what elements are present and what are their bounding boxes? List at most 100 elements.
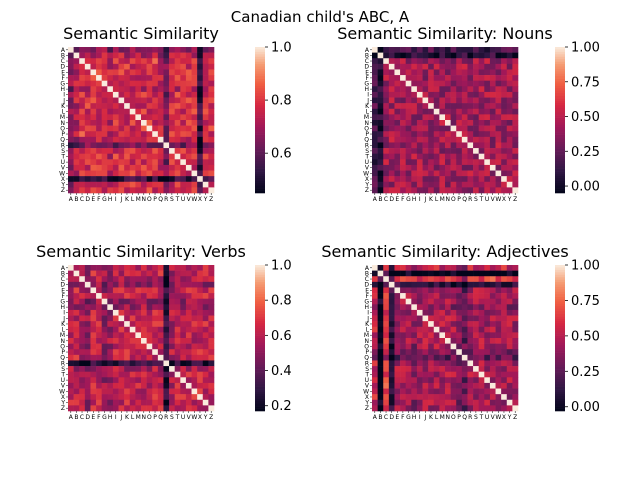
heatmap-cell <box>107 125 114 132</box>
heatmap-cell <box>383 170 390 177</box>
colorbar-segment <box>255 401 265 404</box>
heatmap-cell <box>422 343 429 350</box>
colorbar-segment <box>255 76 265 79</box>
heatmap-cell <box>445 47 451 53</box>
heatmap-cell <box>152 371 159 378</box>
x-tick-label: P <box>457 196 461 203</box>
colorbar-segment <box>555 345 565 349</box>
heatmap-cell <box>68 382 74 389</box>
heatmap-cell <box>467 120 474 126</box>
heatmap-cell <box>157 91 164 98</box>
colorbar-tick-label: 0.75 <box>571 75 600 90</box>
heatmap-cell <box>394 382 401 389</box>
colorbar-segment <box>555 175 565 179</box>
heatmap-cell <box>506 136 513 143</box>
heatmap-cell <box>512 281 519 288</box>
heatmap-cell <box>422 86 429 93</box>
heatmap-cell <box>512 371 519 378</box>
heatmap-cell <box>163 309 170 316</box>
heatmap-cell <box>163 388 170 395</box>
heatmap-cell <box>473 170 479 177</box>
x-tick-label: A <box>373 414 378 421</box>
heatmap-cell <box>428 80 435 87</box>
heatmap-cell <box>405 170 412 177</box>
heatmap-cell <box>118 315 125 322</box>
heatmap-cell <box>180 52 187 59</box>
heatmap-cell <box>445 164 451 171</box>
heatmap-cell <box>450 371 457 378</box>
heatmap-cell <box>484 309 491 316</box>
heatmap-cell <box>174 164 181 171</box>
colorbar-tick-label: 0.6 <box>271 329 292 344</box>
heatmap-cell <box>484 399 491 406</box>
heatmap-cell <box>118 153 125 160</box>
heatmap-cell <box>405 287 412 294</box>
heatmap-cell <box>456 142 463 149</box>
heatmap-cell <box>129 148 136 154</box>
heatmap-cell <box>484 47 491 53</box>
heatmap-cell <box>73 120 80 126</box>
heatmap-cell <box>416 349 423 356</box>
heatmap-cell <box>478 326 485 333</box>
heatmap-cell <box>163 52 170 59</box>
heatmap-cell <box>101 97 108 104</box>
heatmap-cell <box>467 47 474 53</box>
heatmap-cell <box>118 343 125 350</box>
heatmap-cell <box>107 52 114 59</box>
heatmap-cell <box>191 377 198 384</box>
heatmap-cell <box>473 298 479 305</box>
heatmap-cell <box>180 371 187 378</box>
heatmap-cell <box>180 58 187 65</box>
heatmap-cell <box>461 388 468 395</box>
heatmap-cell <box>141 315 147 322</box>
heatmap-cell <box>90 360 97 367</box>
heatmap-cell <box>445 181 451 188</box>
heatmap-cell <box>383 321 390 328</box>
heatmap-cell <box>185 405 192 412</box>
heatmap-cell <box>68 388 74 395</box>
heatmap-cell <box>79 321 86 328</box>
heatmap-cell <box>461 136 468 143</box>
heatmap-cell <box>191 399 198 406</box>
heatmap-cell <box>118 86 125 93</box>
heatmap-cell <box>135 371 142 378</box>
heatmap-cell <box>416 405 423 412</box>
heatmap-cell <box>383 388 390 395</box>
heatmap-cell <box>512 321 519 328</box>
heatmap-cell <box>467 97 474 104</box>
heatmap-cell <box>439 326 446 333</box>
heatmap-cell <box>101 349 108 356</box>
heatmap-cell <box>90 108 97 115</box>
heatmap-cell <box>467 75 474 81</box>
heatmap-cell <box>73 108 80 115</box>
heatmap-cell <box>461 164 468 171</box>
heatmap-cell <box>73 281 80 288</box>
x-tick-label: K <box>429 414 434 421</box>
heatmap-cell <box>129 114 136 121</box>
heatmap-cell <box>163 315 170 322</box>
heatmap-cell <box>202 276 209 283</box>
heatmap-cell <box>90 377 97 384</box>
heatmap-cell <box>416 399 423 406</box>
heatmap-cell <box>157 63 164 70</box>
heatmap-cell <box>445 176 451 183</box>
heatmap-cell <box>118 281 125 288</box>
heatmap-cell <box>383 399 390 406</box>
heatmap-cell <box>428 276 435 283</box>
heatmap-cell <box>202 148 209 154</box>
colorbar-segment <box>555 166 565 169</box>
heatmap-cell <box>394 181 401 188</box>
heatmap-cell <box>169 298 175 305</box>
heatmap-cell <box>197 371 204 378</box>
colorbar-segment <box>255 183 265 186</box>
heatmap-cell <box>124 315 131 322</box>
heatmap-cell <box>73 405 80 412</box>
heatmap-cell <box>101 377 108 384</box>
heatmap-cell <box>124 181 131 188</box>
heatmap-cell <box>107 349 114 356</box>
heatmap-cell <box>439 332 446 339</box>
heatmap-cell <box>489 399 496 406</box>
heatmap-cell <box>405 136 412 143</box>
heatmap-cell <box>96 97 102 104</box>
heatmap-cell <box>68 52 74 59</box>
